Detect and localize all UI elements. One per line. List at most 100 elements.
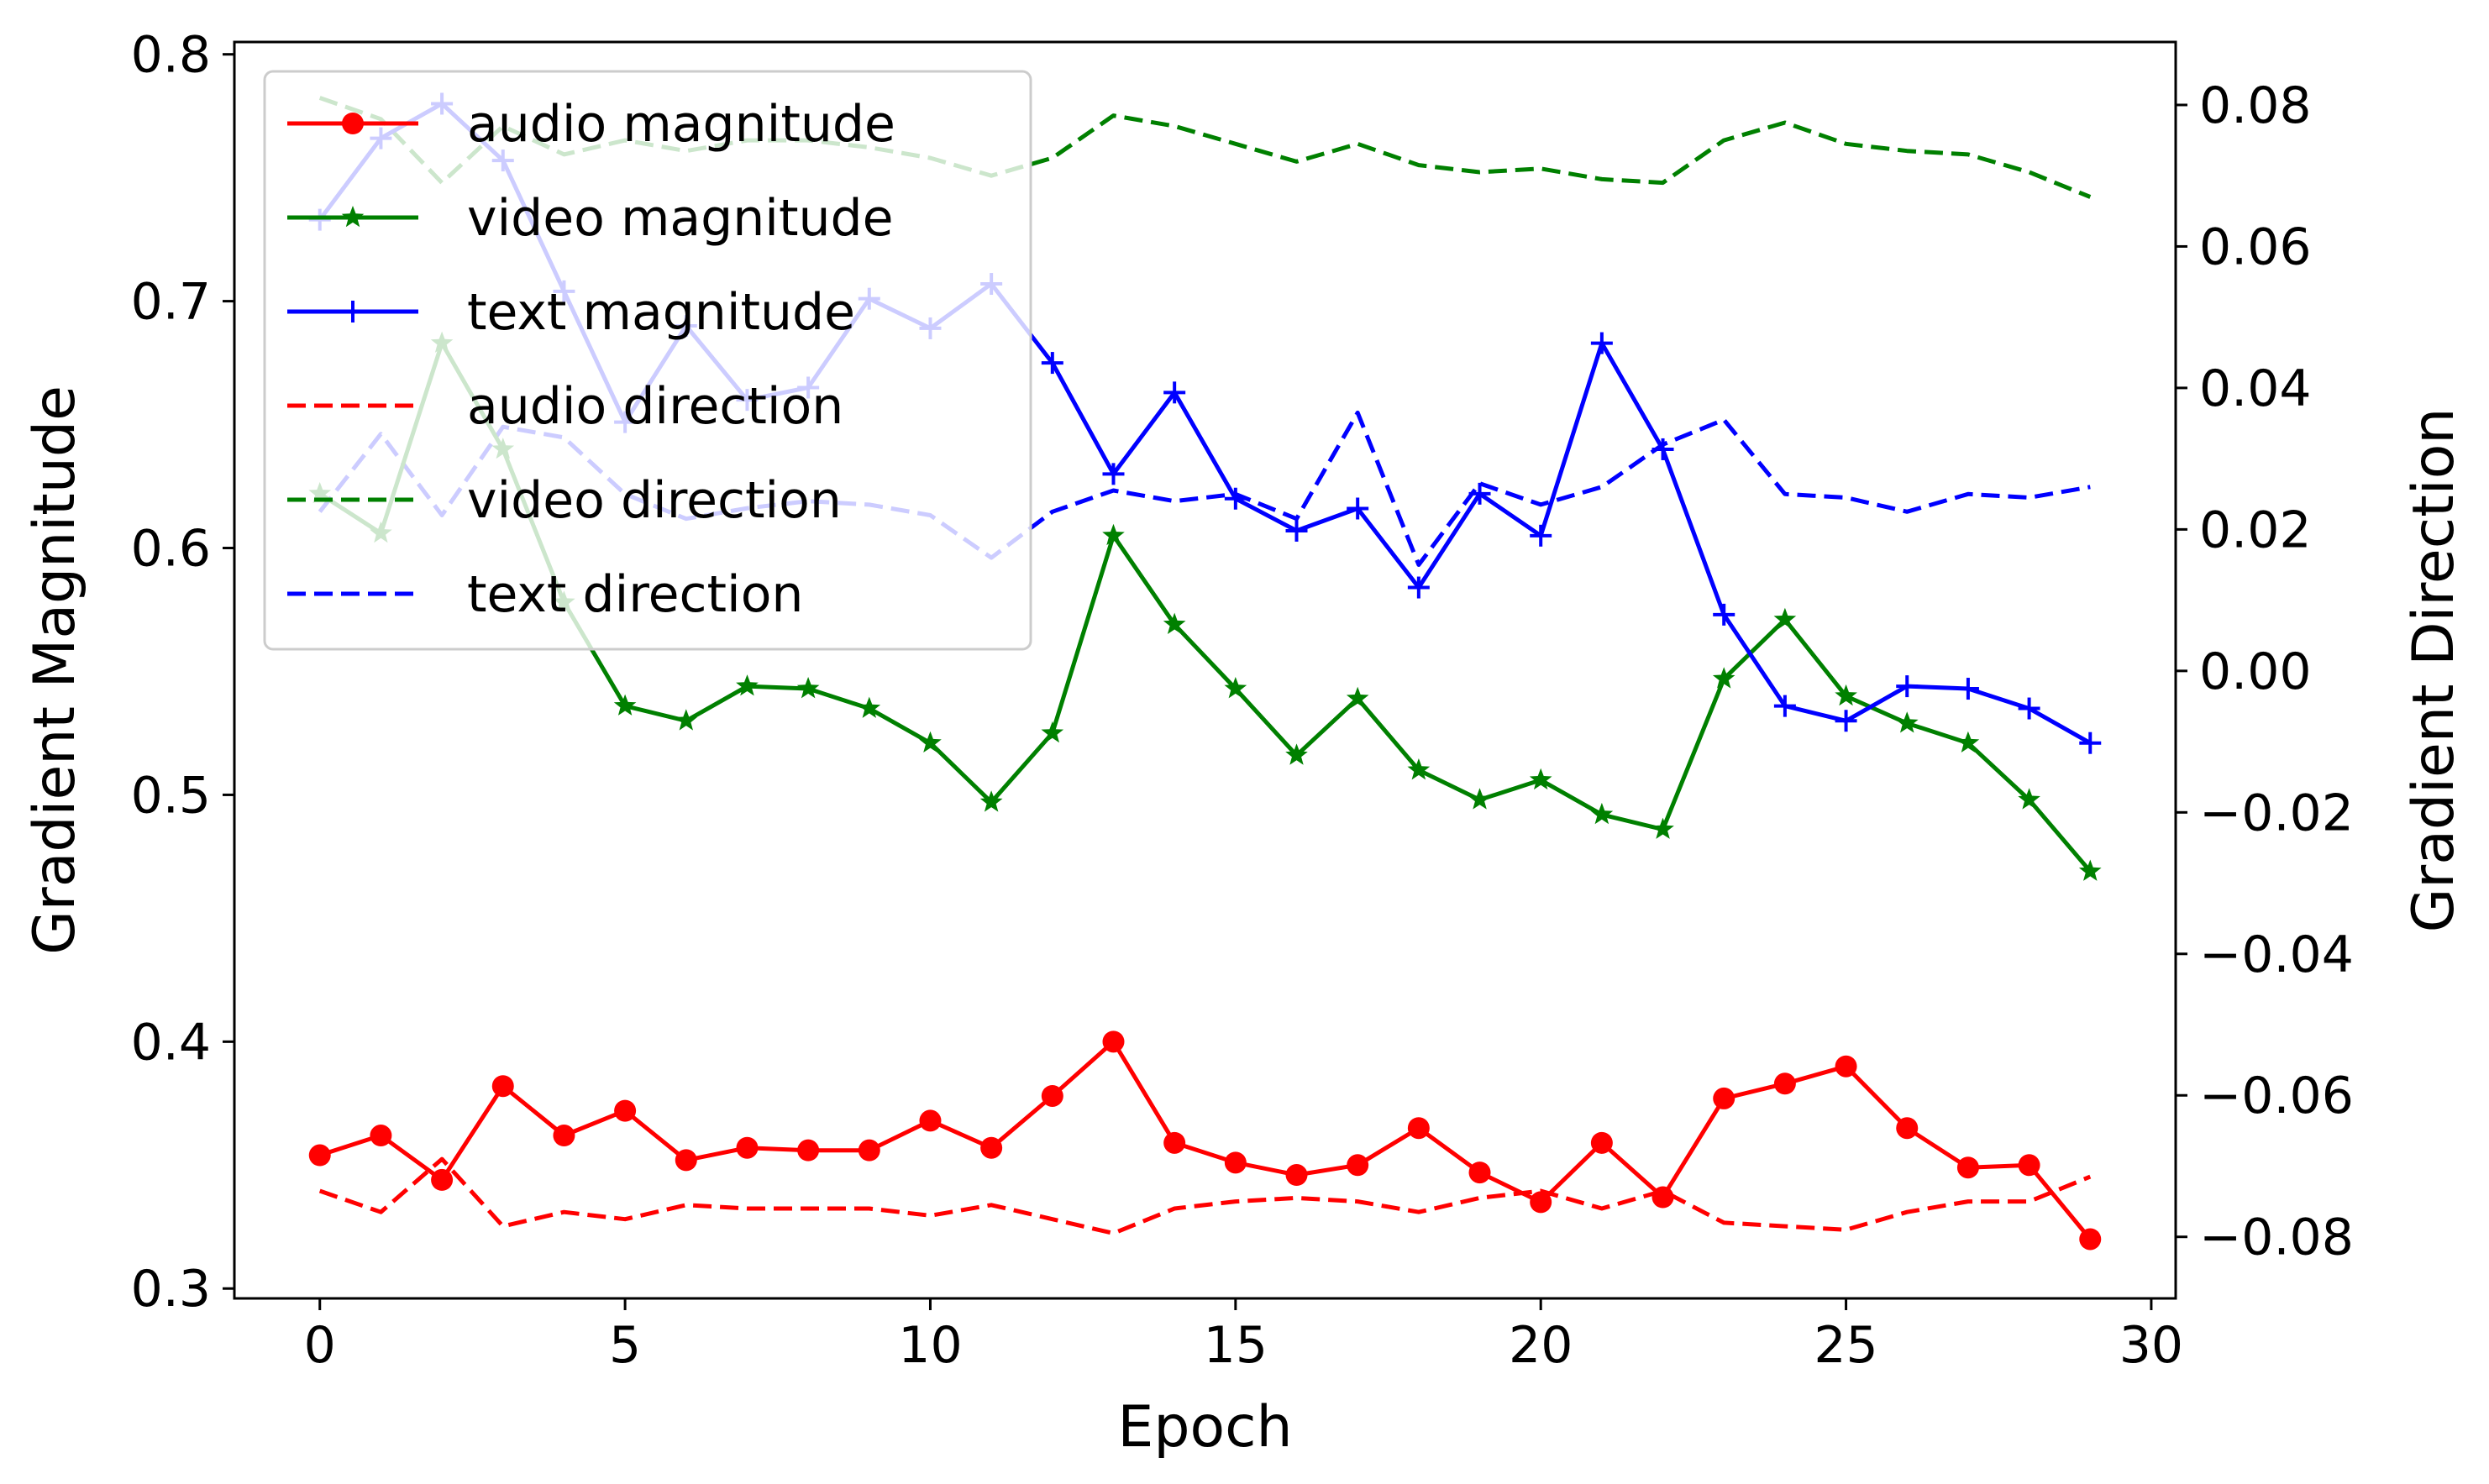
video-magnitude-line xyxy=(318,341,2093,873)
audio-magnitude-point xyxy=(2079,1228,2102,1251)
video-magnitude-point xyxy=(1712,667,1735,689)
y-axis-title: Gradient Magnitude xyxy=(22,385,88,955)
legend-marker xyxy=(342,113,364,134)
legend-label: audio magnitude xyxy=(467,95,895,154)
legend-label: text direction xyxy=(467,565,803,624)
video-magnitude-point xyxy=(1041,721,1064,743)
text-magnitude-point xyxy=(1590,332,1613,354)
text-magnitude-point xyxy=(1713,603,1735,626)
legend-label: audio direction xyxy=(467,377,843,436)
legend-box xyxy=(263,70,1032,651)
audio-magnitude-point xyxy=(1590,1131,1613,1154)
legend-label: text magnitude xyxy=(467,283,855,342)
x-tick-label: 0 xyxy=(304,1316,336,1375)
audio-magnitude-point xyxy=(431,1168,454,1191)
audio-magnitude-point xyxy=(1041,1084,1063,1107)
y-tick-label: 0.4 xyxy=(131,1013,211,1072)
audio-magnitude-point xyxy=(980,1136,1003,1159)
x-tick-label: 15 xyxy=(1204,1316,1268,1375)
text-magnitude-point xyxy=(1163,381,1186,404)
video-magnitude-point xyxy=(1590,802,1614,825)
text-magnitude-point xyxy=(1956,678,1979,700)
legend-marker xyxy=(342,301,364,322)
audio-magnitude-point xyxy=(675,1149,697,1172)
y2-tick-label: −0.02 xyxy=(2199,784,2354,842)
audio-magnitude-point xyxy=(308,1144,331,1167)
series-audio-magnitude xyxy=(308,1030,2102,1251)
legend-marker xyxy=(341,206,365,228)
y-tick-label: 0.5 xyxy=(131,766,211,825)
x-axis-title: Epoch xyxy=(1117,1394,1292,1460)
legend-entry: video direction xyxy=(287,471,842,530)
audio-magnitude-point xyxy=(1835,1055,1857,1078)
video-magnitude-point xyxy=(1102,523,1125,546)
text-magnitude-point xyxy=(1835,710,1857,732)
text-magnitude-point xyxy=(1102,463,1125,485)
y2-tick-label: 0.04 xyxy=(2199,359,2312,418)
y2-tick-label: 0.02 xyxy=(2199,501,2312,559)
video-magnitude-point xyxy=(2018,788,2040,810)
text-magnitude-point xyxy=(1041,352,1063,375)
video-magnitude-point xyxy=(1651,817,1674,839)
axes-layer: 0 5 10 15 20 25 30 0.3 0.4 0.5 0.6 0.7 0.8 −0.08 −0.06… xyxy=(131,26,2354,1375)
video-magnitude-point xyxy=(1163,612,1186,634)
audio-magnitude-point xyxy=(736,1136,759,1159)
audio-magnitude-point xyxy=(1896,1117,1919,1140)
audio-magnitude-point xyxy=(1468,1162,1491,1184)
video-magnitude-point xyxy=(1773,607,1797,630)
audio-magnitude-point xyxy=(1285,1164,1308,1187)
audio-magnitude-point xyxy=(919,1109,942,1132)
audio-magnitude-point xyxy=(553,1125,575,1147)
y2-tick-label: 0.08 xyxy=(2199,76,2312,135)
y2-tick-label: −0.08 xyxy=(2199,1209,2354,1267)
audio-magnitude-point xyxy=(858,1139,880,1162)
audio-magnitude-point xyxy=(1713,1087,1735,1109)
y-tick-label: 0.8 xyxy=(131,26,211,85)
video-magnitude-point xyxy=(1956,731,1980,752)
text-magnitude-point xyxy=(1347,497,1369,520)
text-magnitude-point xyxy=(1773,695,1796,717)
x-tick-label: 20 xyxy=(1509,1316,1573,1375)
audio-magnitude-point xyxy=(1773,1072,1796,1095)
video-magnitude-point xyxy=(1529,768,1552,790)
y2-tick-label: 0.00 xyxy=(2199,642,2312,701)
audio-magnitude-point xyxy=(1347,1154,1369,1177)
audio-magnitude-point xyxy=(614,1099,637,1122)
y2-tick-label: 0.06 xyxy=(2199,218,2312,276)
audio-magnitude-point xyxy=(1956,1156,1979,1179)
legend-entry: text magnitude xyxy=(287,283,855,342)
video-magnitude-point xyxy=(979,790,1003,812)
y2-axis-title: Gradient Direction xyxy=(2401,408,2467,933)
video-magnitude-point xyxy=(1224,677,1247,699)
series-layer xyxy=(308,92,2102,1251)
video-magnitude-point xyxy=(796,677,820,699)
audio-magnitude-point xyxy=(1102,1030,1125,1053)
text-magnitude-point xyxy=(1468,482,1491,505)
video-magnitude-point xyxy=(1895,711,1919,733)
video-magnitude-point xyxy=(736,674,759,696)
legend-label: video direction xyxy=(467,471,842,530)
text-magnitude-point xyxy=(1896,675,1919,698)
audio-magnitude-point xyxy=(1530,1191,1552,1214)
video-magnitude-point xyxy=(675,709,698,731)
video-magnitude-point xyxy=(1346,686,1369,709)
audio-magnitude-point xyxy=(1224,1151,1247,1174)
video-magnitude-point xyxy=(1835,684,1857,706)
y-tick-label: 0.3 xyxy=(131,1260,211,1319)
video-magnitude-point xyxy=(1285,743,1308,765)
audio-magnitude-point xyxy=(491,1075,514,1098)
audio-magnitude-point xyxy=(1407,1117,1430,1140)
legend-label: video magnitude xyxy=(467,189,894,248)
video-magnitude-point xyxy=(1468,788,1491,810)
series-audio-direction xyxy=(318,1156,2092,1235)
video-magnitude-point xyxy=(2078,859,2102,881)
text-magnitude-point xyxy=(1530,524,1552,547)
y2-tick-label: −0.04 xyxy=(2199,926,2354,984)
text-magnitude-point xyxy=(2018,697,2040,720)
series-video-magnitude xyxy=(308,331,2102,881)
legend-entry: text direction xyxy=(287,565,803,624)
text-magnitude-point xyxy=(1285,519,1308,542)
x-tick-label: 5 xyxy=(609,1316,641,1375)
audio-magnitude-point xyxy=(1163,1131,1186,1154)
text-magnitude-point xyxy=(1224,487,1247,510)
